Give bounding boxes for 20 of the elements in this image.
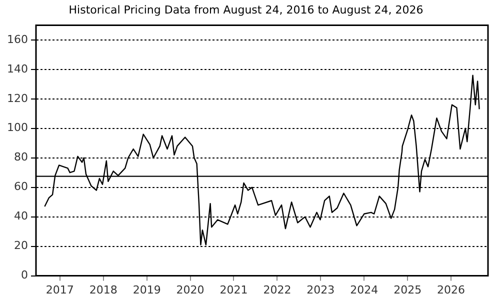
x-tick-label: 2020 xyxy=(176,283,204,296)
y-tick-label: 140 xyxy=(6,62,28,76)
chart-title: Historical Pricing Data from August 24, 2016 to August 24, 2026 xyxy=(68,3,424,16)
x-tick-label: 2017 xyxy=(46,283,74,296)
y-tick-label: 100 xyxy=(6,121,28,134)
y-tick-label: 60 xyxy=(14,180,28,194)
x-tick-label: 2024 xyxy=(350,283,378,296)
y-tick-label: 20 xyxy=(14,239,28,252)
y-tick-label: 160 xyxy=(6,32,28,46)
x-tick-label: 2021 xyxy=(220,283,248,296)
y-tick-label: 80 xyxy=(14,150,28,164)
x-tick-label: 2026 xyxy=(437,283,466,296)
y-tick-label: 40 xyxy=(14,210,28,223)
x-tick-label: 2019 xyxy=(132,283,161,296)
x-tick-label: 2025 xyxy=(394,283,422,296)
x-tick-label: 2023 xyxy=(306,283,335,296)
x-tick-label: 2018 xyxy=(89,283,118,296)
x-tick-label: 2022 xyxy=(263,283,292,296)
y-tick-label: 0 xyxy=(20,268,28,282)
y-tick-label: 120 xyxy=(6,92,28,105)
